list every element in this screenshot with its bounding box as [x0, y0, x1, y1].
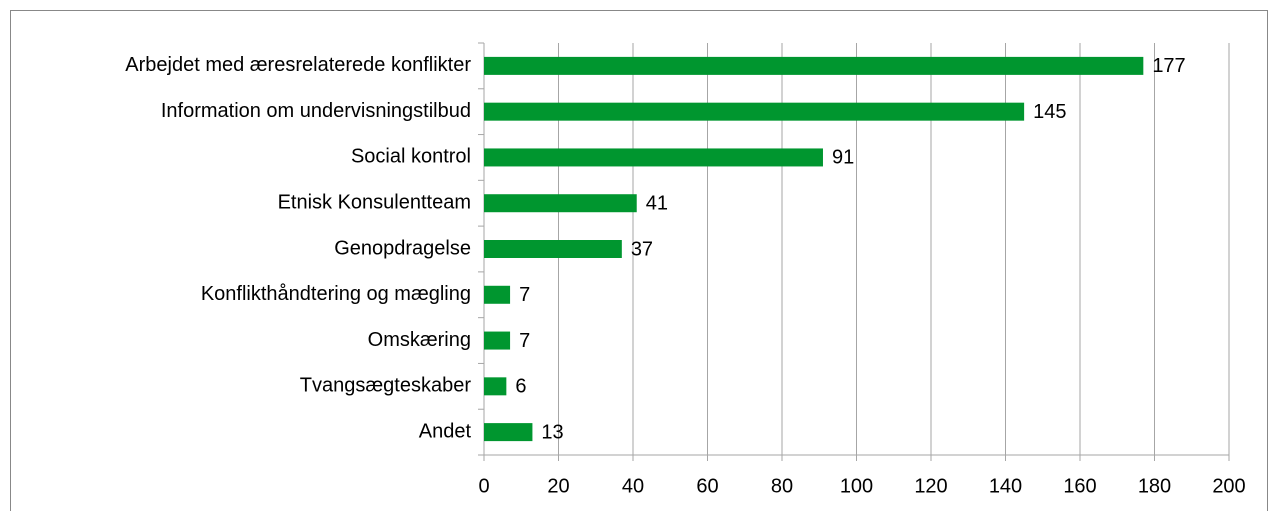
chart-border [10, 10, 1268, 511]
data-label: 91 [832, 147, 854, 169]
data-label: 7 [519, 330, 530, 352]
x-tick-label: 80 [771, 475, 793, 497]
y-tick-label: Konflikthåndtering og mægling [201, 283, 471, 305]
y-tick-label: Genopdragelse [334, 237, 471, 259]
x-tick-label: 40 [622, 475, 644, 497]
y-tick-label: Andet [419, 420, 472, 442]
data-label: 41 [646, 193, 668, 215]
bar [484, 56, 1144, 75]
x-tick-label: 160 [1063, 475, 1096, 497]
bar [484, 240, 622, 258]
x-tick-label: 100 [840, 475, 873, 497]
y-tick-label: Etnisk Konsulentteam [278, 192, 471, 214]
x-tick-label: 0 [478, 475, 489, 497]
y-tick-label: Information om undervisningstilbud [161, 100, 471, 122]
bar [484, 285, 511, 304]
x-tick-label: 140 [989, 475, 1022, 497]
x-tick-label: 120 [914, 475, 947, 497]
bar [484, 377, 507, 396]
x-tick-label: 60 [696, 475, 718, 497]
data-label: 6 [515, 376, 526, 398]
bar [484, 102, 1025, 121]
y-tick-label: Social kontrol [351, 146, 471, 168]
data-label: 177 [1152, 55, 1185, 77]
y-tick-label: Omskæring [368, 329, 471, 351]
data-label: 37 [631, 238, 653, 260]
y-tick-label: Tvangsægteskaber [300, 375, 472, 397]
bar [484, 331, 511, 350]
x-tick-label: 180 [1138, 475, 1171, 497]
bar [484, 148, 823, 167]
data-label: 7 [519, 284, 530, 306]
x-tick-label: 200 [1212, 475, 1245, 497]
data-label: 145 [1033, 101, 1066, 123]
bar [484, 423, 533, 442]
y-tick-label: Arbejdet med æresrelaterede konflikter [125, 54, 471, 76]
x-tick-label: 20 [547, 475, 569, 497]
bar [484, 194, 637, 213]
data-label: 13 [541, 421, 563, 443]
